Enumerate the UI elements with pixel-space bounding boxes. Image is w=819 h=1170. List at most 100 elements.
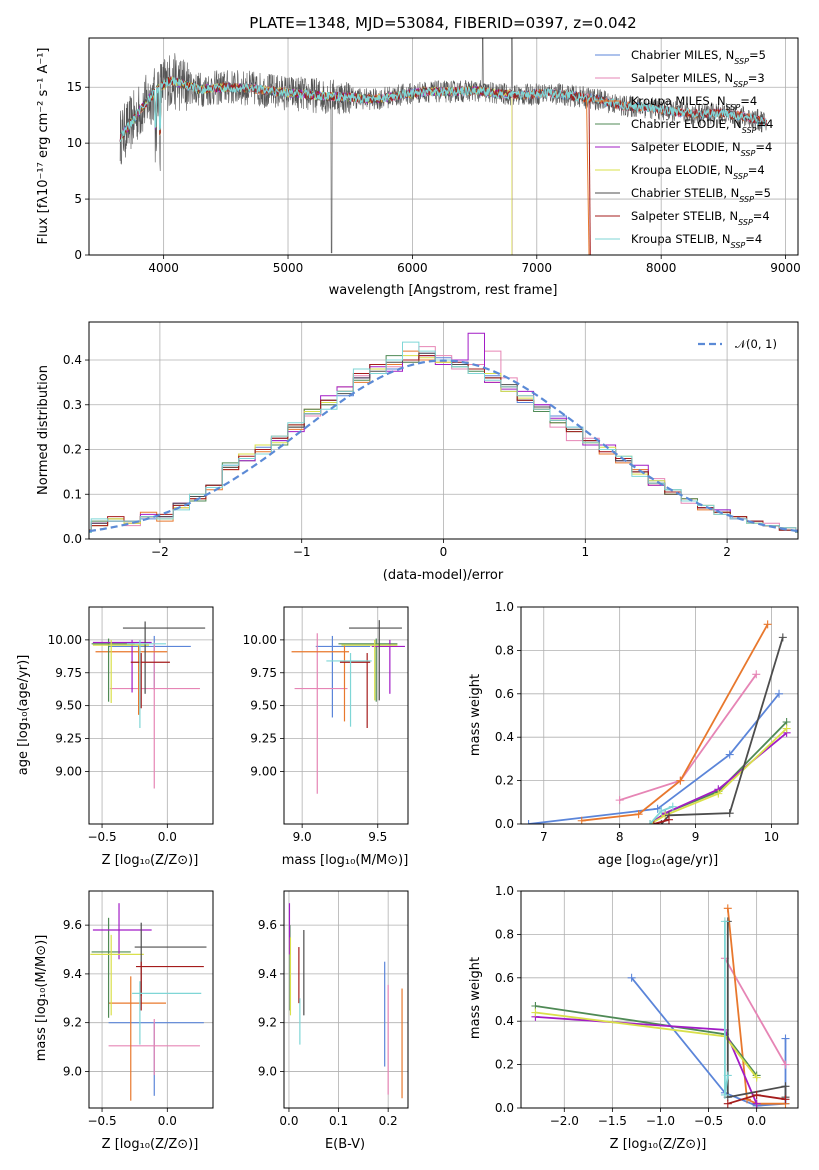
grid	[521, 890, 798, 1109]
legend-label: 𝒩(0, 1)	[735, 337, 777, 351]
y-tick-label: 9.50	[55, 699, 82, 713]
salpeter-stelib-cutoff	[588, 100, 591, 255]
legend-label: Salpeter MILES, NSSP=3	[631, 71, 765, 89]
x-tick-label: −2	[151, 545, 169, 559]
series	[531, 904, 790, 1108]
legend-label: Chabrier MILES, NSSP=5	[631, 48, 766, 66]
x-tick-label: −2.0	[550, 1114, 579, 1128]
axes-frame	[520, 890, 799, 1109]
spectrum-legend: Chabrier MILES, NSSP=5 Salpeter MILES, NS…	[595, 48, 773, 250]
y-tick-label: 9.75	[55, 666, 82, 680]
y-tick-label: 15	[67, 80, 82, 94]
x-tick-label: 6000	[397, 261, 428, 275]
residuals-xlabel: (data-model)/error	[383, 568, 504, 583]
data-point-marker	[524, 820, 533, 824]
massweight-vs-age-ylabel: mass weight	[468, 674, 483, 756]
x-tick-label: 5000	[273, 261, 304, 275]
data-point-marker	[634, 810, 643, 819]
data-point-marker	[657, 806, 666, 815]
y-tick-label: 0.6	[495, 971, 514, 985]
age-vs-metallicity-panel: −0.5 0.0 9.00 9.25 9.50 9.75 10.00	[48, 606, 214, 844]
residuals-panel: −2 −1 0 1 2 0.0 0.1 0.2 0.3 0.4 (data-model)/erro…	[36, 321, 799, 583]
normal-pdf-curve	[89, 359, 798, 533]
x-tick-label: 9000	[770, 261, 801, 275]
y-tick-label: 9.4	[258, 967, 277, 981]
data-point-marker	[752, 1090, 761, 1099]
legend-label: Chabrier STELIB, NSSP=5	[631, 186, 771, 204]
axes-frame	[88, 890, 214, 1109]
data-point-marker	[714, 789, 723, 798]
residuals-ylabel: Normed distribution	[36, 365, 51, 495]
series-line	[581, 623, 769, 822]
data-point-marker	[752, 670, 761, 679]
errorbar-kroupa-stelib	[126, 639, 167, 728]
y-tick-label: 0.2	[495, 1058, 514, 1072]
y-tick-label: 1.0	[495, 600, 514, 614]
spectrum-curves	[119, 38, 768, 255]
data-point-marker	[782, 724, 791, 733]
x-tick-label: −0.5	[694, 1114, 723, 1128]
y-tick-label: 0.8	[495, 927, 514, 941]
errorbar-chabrier-miles	[315, 635, 371, 718]
errorbar-chabrier-stelib	[122, 621, 206, 694]
errorbar-kroupa-stelib	[326, 653, 372, 727]
mass-vs-ebv-xlabel: E(B-V)	[325, 1137, 365, 1152]
x-tick-label: −0.5	[87, 1114, 116, 1128]
y-tick-label: 0.4	[63, 353, 82, 367]
errorbar-salpeter-miles	[294, 633, 348, 794]
data-point-marker	[781, 1060, 790, 1069]
x-tick-label: 7000	[522, 261, 553, 275]
y-tick-label: 0.0	[495, 1101, 514, 1115]
y-tick-label: 0	[74, 248, 82, 262]
legend-label: Kroupa STELIB, NSSP=4	[631, 232, 762, 250]
x-tick-label: −1.5	[598, 1114, 627, 1128]
errorbar-kroupa-miles	[108, 976, 167, 1101]
data-point-marker	[781, 1095, 790, 1104]
series-line	[649, 727, 788, 824]
data-point-marker	[763, 620, 772, 629]
mass-vs-ebv-panel: 0.0 0.1 0.2 9.0 9.2 9.4 9.6	[258, 890, 409, 1128]
age-vs-mass-panel: 9.0 9.5 9.00 9.25 9.50 9.75 10.00	[243, 606, 409, 844]
y-tick-label: 9.00	[55, 764, 82, 778]
x-tick-label: 9.5	[368, 830, 387, 844]
x-tick-label: 0	[440, 545, 448, 559]
legend-label: Salpeter STELIB, NSSP=4	[631, 209, 770, 227]
data-point-marker	[775, 689, 784, 698]
y-tick-label: 0.2	[495, 774, 514, 788]
series-kroupa-stelib	[720, 917, 732, 1099]
y-tick-label: 9.0	[63, 1064, 82, 1078]
y-tick-label: 0.8	[495, 643, 514, 657]
y-tick-label: 9.2	[258, 1016, 277, 1030]
series-line	[653, 818, 670, 824]
legend-label: Kroupa MILES, NSSP=4	[631, 94, 757, 112]
series-kroupa-stelib	[646, 802, 677, 824]
y-tick-label: 9.2	[63, 1016, 82, 1030]
model-spectrum-kroupa-stelib	[119, 77, 767, 143]
x-tick-label: 8000	[646, 261, 677, 275]
spectrum-xlabel: wavelength [Angstrom, rest frame]	[329, 283, 558, 298]
mass-vs-Z-ylabel: mass [log₁₀(M/M⊙)]	[34, 935, 49, 1062]
y-tick-label: 1.0	[495, 884, 514, 898]
observed-spectrum	[119, 38, 768, 254]
data-point-marker	[752, 1099, 761, 1108]
massweight-vs-Z-xlabel: Z [log₁₀(Z/Z⊙)]	[610, 1137, 707, 1152]
massweight-vs-age-panel: 7 8 9 10 0.0 0.2 0.4 0.6 0.8 1.0	[495, 600, 799, 844]
errorbar-salpeter-elodie	[371, 639, 405, 694]
errorbar-chabrier-elodie	[338, 638, 398, 702]
legend-label: Chabrier ELODIE, NSSP=4	[631, 117, 773, 135]
y-tick-label: 5	[74, 192, 82, 206]
series-line	[528, 693, 780, 824]
errorbar-salpeter-stelib	[135, 961, 204, 1011]
errorbar-kroupa-stelib	[132, 981, 202, 1045]
series-kroupa-miles	[577, 620, 772, 824]
data-point-marker	[778, 633, 787, 642]
histograms	[89, 332, 798, 533]
x-tick-label: 2	[723, 545, 731, 559]
y-tick-label: 9.0	[258, 1064, 277, 1078]
data-point-marker	[720, 1090, 729, 1099]
x-tick-label: 0.1	[329, 1114, 348, 1128]
kroupa-miles-cutoff	[586, 99, 590, 255]
axes-frame	[88, 606, 214, 825]
errorbar-salpeter-elodie	[92, 903, 152, 960]
